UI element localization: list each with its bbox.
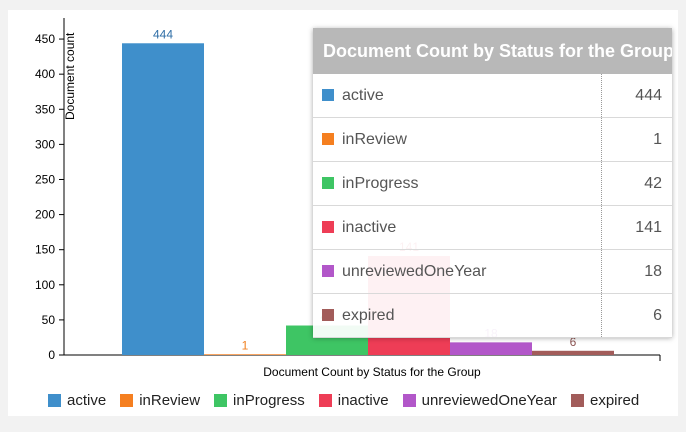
tooltip-row-inactive: inactive 141 bbox=[313, 205, 672, 250]
tooltip-row-value: 18 bbox=[601, 249, 672, 294]
tooltip-row-value: 141 bbox=[601, 205, 672, 250]
y-tick-label: 400 bbox=[35, 67, 55, 81]
tooltip-row-value: 6 bbox=[601, 293, 672, 338]
legend-label: inactive bbox=[337, 391, 389, 409]
y-tick-label: 50 bbox=[42, 313, 56, 327]
bar-unreviewedOneYear bbox=[450, 342, 532, 355]
tooltip-row-name: unreviewedOneYear bbox=[313, 249, 602, 294]
chart-tooltip: Document Count by Status for the Group a… bbox=[313, 28, 672, 338]
bar-expired bbox=[532, 350, 614, 355]
y-tick-label: 150 bbox=[35, 243, 55, 257]
legend-swatch bbox=[402, 393, 416, 407]
x-axis-label: Document Count by Status for the Group bbox=[263, 365, 481, 379]
y-tick-label: 200 bbox=[35, 208, 55, 222]
legend-swatch bbox=[48, 393, 61, 407]
bar-inReview bbox=[204, 354, 286, 355]
legend-item-inactive[interactable]: inactive bbox=[318, 391, 389, 409]
chart-card: 0 50 100 150 200 250 300 350 400 450 Document coun… bbox=[8, 10, 678, 416]
tooltip-row-label: inReview bbox=[342, 130, 407, 148]
legend-item-inProgress[interactable]: inProgress bbox=[214, 392, 305, 409]
tooltip-row-value: 1 bbox=[601, 117, 672, 162]
legend-label: expired bbox=[589, 391, 640, 409]
tooltip-row-value: 444 bbox=[601, 74, 672, 118]
tooltip-row-name: expired bbox=[313, 293, 602, 338]
tooltip-row-label: inProgress bbox=[342, 174, 419, 192]
tooltip-row-active: active 444 bbox=[313, 74, 672, 118]
legend-swatch bbox=[318, 393, 332, 407]
legend-item-unreviewedOneYear[interactable]: unreviewedOneYear bbox=[402, 391, 557, 409]
bar-chart: 0 50 100 150 200 250 300 350 400 450 Document coun… bbox=[35, 18, 661, 379]
data-label-active: 444 bbox=[153, 27, 173, 41]
legend-swatch bbox=[120, 393, 134, 407]
tooltip-row-label: inactive bbox=[342, 218, 397, 236]
y-tick-label: 0 bbox=[48, 348, 55, 362]
tooltip-row-name: inactive bbox=[313, 205, 602, 250]
legend-item-expired[interactable]: expired bbox=[570, 391, 640, 409]
legend-swatch bbox=[570, 393, 584, 407]
tooltip-table: active 444 inReview 1 inProgress 42 inactive 14… bbox=[313, 74, 672, 338]
series-swatch bbox=[322, 176, 334, 189]
chart-legend: active inReview inProgress inactive unreview… bbox=[48, 390, 653, 410]
data-label-expired: 6 bbox=[570, 335, 577, 349]
tooltip-row-label: unreviewedOneYear bbox=[342, 262, 487, 280]
bar-active bbox=[122, 43, 204, 356]
legend-label: active bbox=[67, 391, 107, 409]
tooltip-row-name: inReview bbox=[313, 117, 602, 162]
data-label-inReview: 1 bbox=[242, 338, 249, 352]
series-swatch bbox=[322, 308, 334, 321]
legend-label: unreviewedOneYear bbox=[421, 391, 557, 409]
tooltip-row-expired: expired 6 bbox=[313, 293, 672, 338]
tooltip-row-label: expired bbox=[342, 306, 395, 324]
tooltip-row-label: active bbox=[342, 86, 384, 104]
tooltip-title: Document Count by Status for the Group bbox=[313, 28, 672, 74]
legend-label: inProgress bbox=[233, 391, 305, 409]
y-axis-label: Document count bbox=[63, 32, 77, 120]
legend-label: inReview bbox=[139, 391, 201, 409]
legend-swatch bbox=[214, 393, 228, 407]
series-swatch bbox=[322, 132, 334, 145]
tooltip-row-unreviewedOneYear: unreviewedOneYear 18 bbox=[313, 249, 672, 294]
series-swatch bbox=[322, 220, 334, 233]
y-tick-label: 300 bbox=[35, 137, 55, 151]
legend-item-inReview[interactable]: inReview bbox=[120, 392, 200, 409]
tooltip-row-inReview: inReview 1 bbox=[313, 117, 672, 162]
y-tick-label: 250 bbox=[35, 172, 55, 186]
tooltip-row-value: 42 bbox=[601, 161, 672, 206]
y-tick-label: 450 bbox=[35, 32, 55, 46]
series-swatch bbox=[322, 88, 334, 101]
tooltip-row-name: active bbox=[313, 74, 602, 118]
tooltip-row-name: inProgress bbox=[313, 161, 602, 206]
series-swatch bbox=[322, 264, 334, 277]
y-tick-label: 100 bbox=[35, 278, 55, 292]
legend-item-active[interactable]: active bbox=[48, 392, 106, 409]
tooltip-row-inProgress: inProgress 42 bbox=[313, 161, 672, 206]
y-tick-label: 350 bbox=[35, 102, 55, 116]
